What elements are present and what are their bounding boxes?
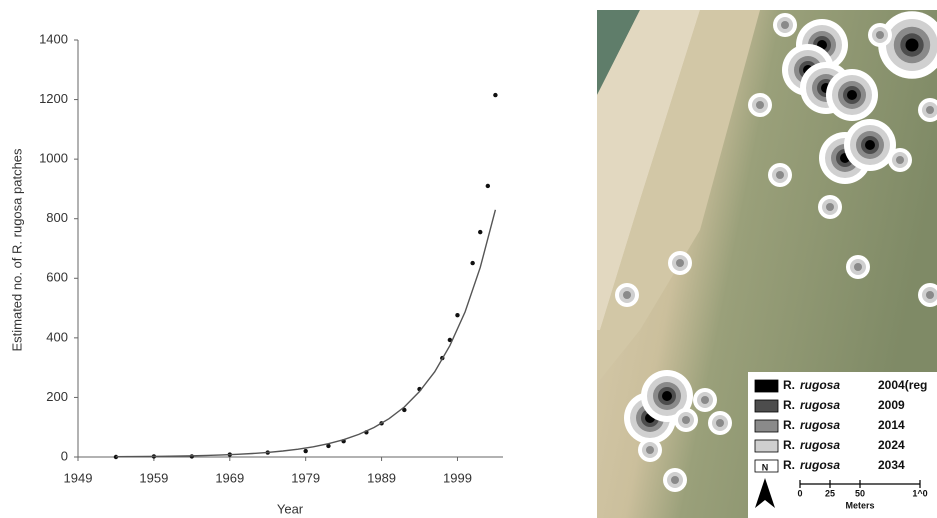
data-point: [493, 93, 497, 97]
legend-swatch: [755, 440, 778, 452]
legend-species: rugosa: [800, 438, 840, 452]
patch: [818, 195, 842, 219]
north-label: N: [762, 462, 769, 472]
y-tick-label: 600: [46, 270, 68, 285]
x-tick-label: 1999: [443, 470, 472, 485]
y-tick-label: 1000: [39, 151, 68, 166]
patch: [888, 148, 912, 172]
y-tick-label: 1200: [39, 91, 68, 106]
x-tick-label: 1949: [64, 470, 93, 485]
fit-line: [116, 210, 496, 457]
x-tick-label: 1969: [215, 470, 244, 485]
y-tick-label: 200: [46, 389, 68, 404]
scale-label: 0: [797, 488, 802, 498]
patch: [844, 119, 896, 171]
patch: [693, 388, 717, 412]
patch: [826, 69, 878, 121]
legend-swatch: [755, 400, 778, 412]
legend: R. rugosa 2004(reg R. rugosa 2009 R. rugosa 2014…: [748, 372, 937, 518]
y-tick-label: 0: [61, 448, 68, 463]
legend-genus: R.: [783, 458, 795, 472]
y-axis-title: Estimated no. of R. rugosa patches: [9, 148, 24, 352]
patch: [768, 163, 792, 187]
x-tick-label: 1979: [291, 470, 320, 485]
x-axis-title: Year: [277, 501, 304, 516]
data-point: [470, 261, 474, 265]
data-point: [303, 449, 307, 453]
data-point: [455, 313, 459, 317]
patch: [708, 411, 732, 435]
y-tick-label: 400: [46, 329, 68, 344]
legend-genus: R.: [783, 378, 795, 392]
data-point: [478, 230, 482, 234]
patch: [846, 255, 870, 279]
legend-year: 2034: [878, 458, 905, 472]
scale-unit: Meters: [845, 500, 874, 510]
x-tick-label: 1959: [139, 470, 168, 485]
legend-genus: R.: [783, 438, 795, 452]
legend-species: rugosa: [800, 378, 840, 392]
patch: [668, 251, 692, 275]
legend-year: 2014: [878, 418, 905, 432]
patch: [615, 283, 639, 307]
legend-genus: R.: [783, 418, 795, 432]
y-tick-label: 1400: [39, 31, 68, 46]
scale-label: 1^0: [912, 488, 927, 498]
patch: [674, 408, 698, 432]
chart: Estimated no. of R. rugosa patches Year …: [9, 31, 503, 516]
y-tick-label: 800: [46, 210, 68, 225]
legend-swatch: [755, 420, 778, 432]
patch: [748, 93, 772, 117]
legend-species: rugosa: [800, 418, 840, 432]
patch: [868, 23, 892, 47]
scale-label: 25: [825, 488, 835, 498]
legend-species: rugosa: [800, 398, 840, 412]
data-point: [486, 184, 490, 188]
legend-genus: R.: [783, 398, 795, 412]
patch: [773, 13, 797, 37]
patch: [638, 438, 662, 462]
scale-label: 50: [855, 488, 865, 498]
map: R. rugosa 2004(reg R. rugosa 2009 R. rugosa 2014…: [597, 10, 937, 518]
legend-year: 2004(reg: [878, 378, 927, 392]
patch: [663, 468, 687, 492]
legend-year: 2009: [878, 398, 905, 412]
figure: Estimated no. of R. rugosa patches Year …: [0, 0, 937, 518]
x-tick-label: 1989: [367, 470, 396, 485]
legend-year: 2024: [878, 438, 905, 452]
legend-swatch: [755, 380, 778, 392]
legend-species: rugosa: [800, 458, 840, 472]
